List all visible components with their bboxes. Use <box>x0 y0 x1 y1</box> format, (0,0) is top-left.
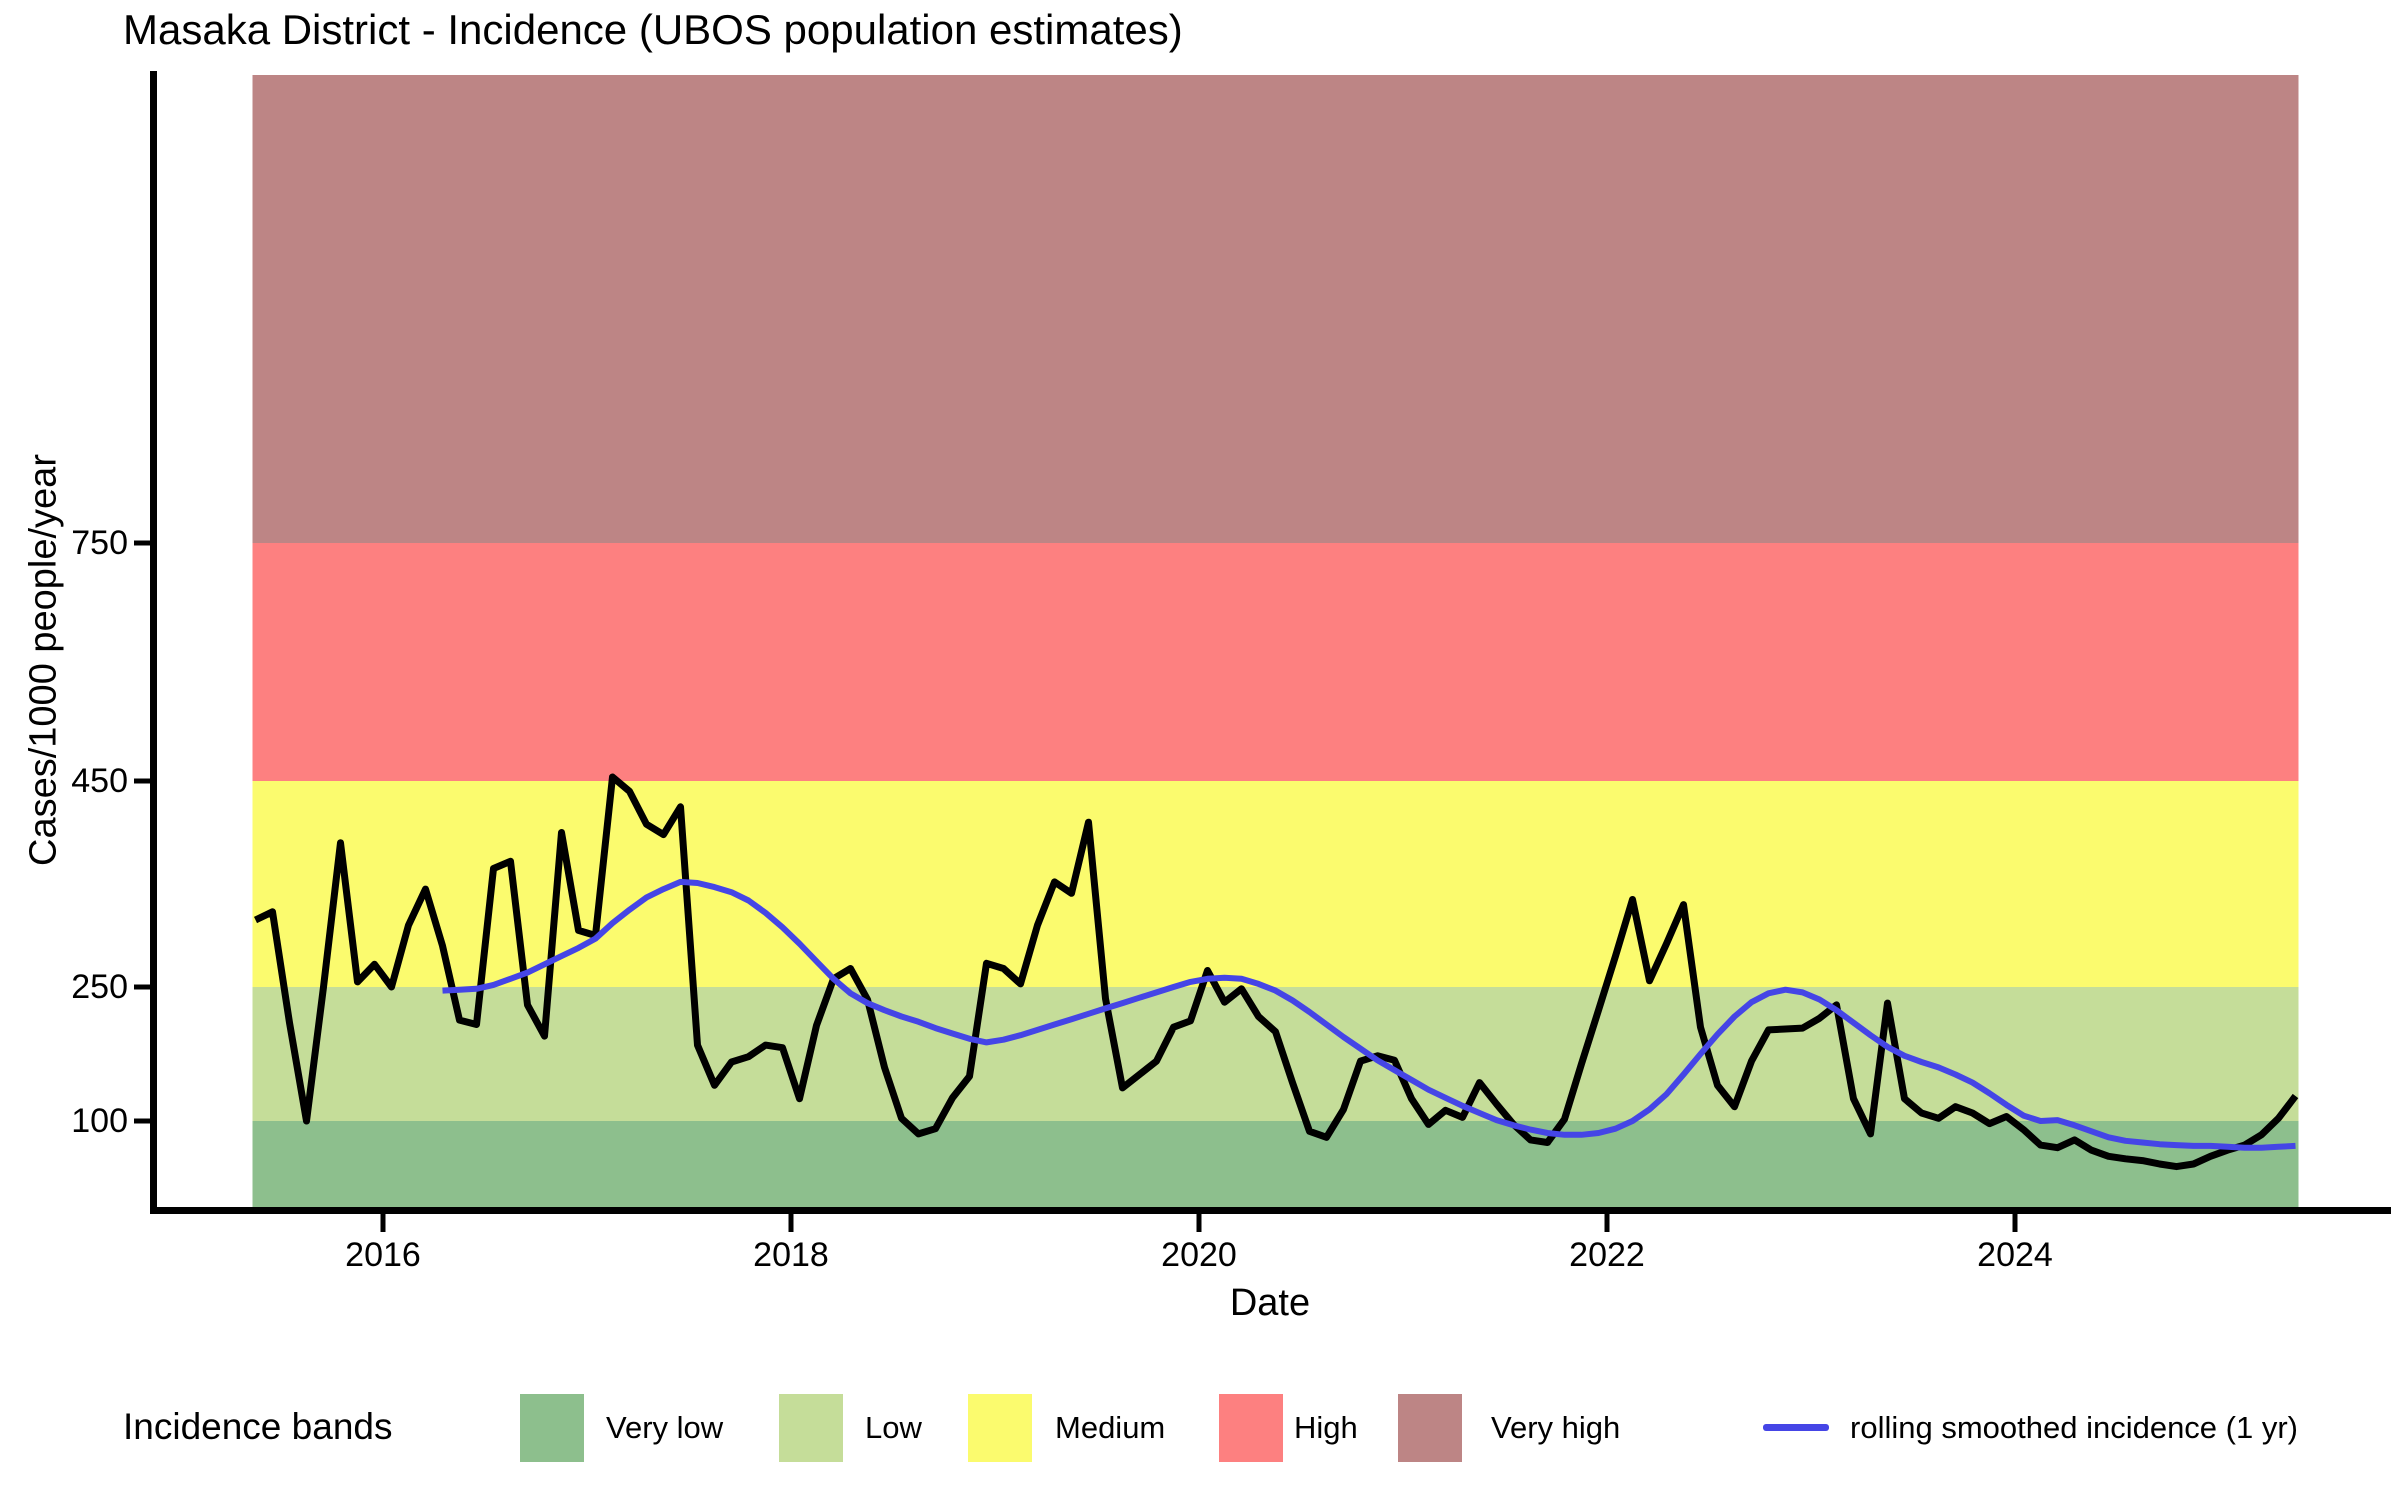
x-tick-label: 2018 <box>753 1236 829 1274</box>
series-lines <box>253 773 2299 1171</box>
band-very-high <box>252 75 2299 543</box>
x-axis-title: Date <box>0 1282 2400 1325</box>
legend-swatch-very-high <box>1398 1394 1462 1462</box>
band-very-low <box>252 1121 2299 1207</box>
legend-label-high: High <box>1294 1410 1358 1445</box>
x-tick-label: 2016 <box>345 1236 421 1274</box>
y-tick-label: 750 <box>71 524 128 562</box>
legend-label-medium: Medium <box>1055 1410 1166 1445</box>
smoothed-incidence-line <box>442 878 2296 1151</box>
y-tick-label: 450 <box>71 762 128 800</box>
legend-swatch-low <box>779 1394 843 1462</box>
axis-lines <box>150 71 2391 1214</box>
y-tick-label: 100 <box>71 1102 128 1140</box>
legend-swatch-very-low <box>520 1394 584 1462</box>
band-medium <box>252 781 2299 987</box>
incidence-bands <box>252 75 2299 1207</box>
y-axis-title: Cases/1000 people/year <box>22 454 65 866</box>
x-tick-label: 2020 <box>1161 1236 1237 1274</box>
x-tick-label: 2024 <box>1977 1236 2053 1274</box>
legend-label-low: Low <box>865 1410 922 1445</box>
legend-swatch-high <box>1219 1394 1283 1462</box>
legend-title: Incidence bands <box>123 1406 393 1447</box>
y-tick-label: 250 <box>71 968 128 1006</box>
legend: Incidence bands Very low Low Medium High… <box>0 1388 2400 1468</box>
axis-tick-marks <box>134 540 2018 1232</box>
legend-label-smoothed-line: rolling smoothed incidence (1 yr) <box>1850 1410 2298 1445</box>
band-low <box>252 987 2299 1121</box>
legend-smoothed-line-sample <box>1763 1424 1829 1431</box>
x-tick-label: 2022 <box>1569 1236 1645 1274</box>
legend-swatch-medium <box>968 1394 1032 1462</box>
legend-label-very-low: Very low <box>606 1410 724 1445</box>
x-axis-title-text: Date <box>1229 1282 1311 1324</box>
chart-title: Masaka District - Incidence (UBOS popula… <box>123 6 1183 53</box>
legend-label-very-high: Very high <box>1491 1410 1621 1445</box>
band-high <box>252 543 2299 781</box>
